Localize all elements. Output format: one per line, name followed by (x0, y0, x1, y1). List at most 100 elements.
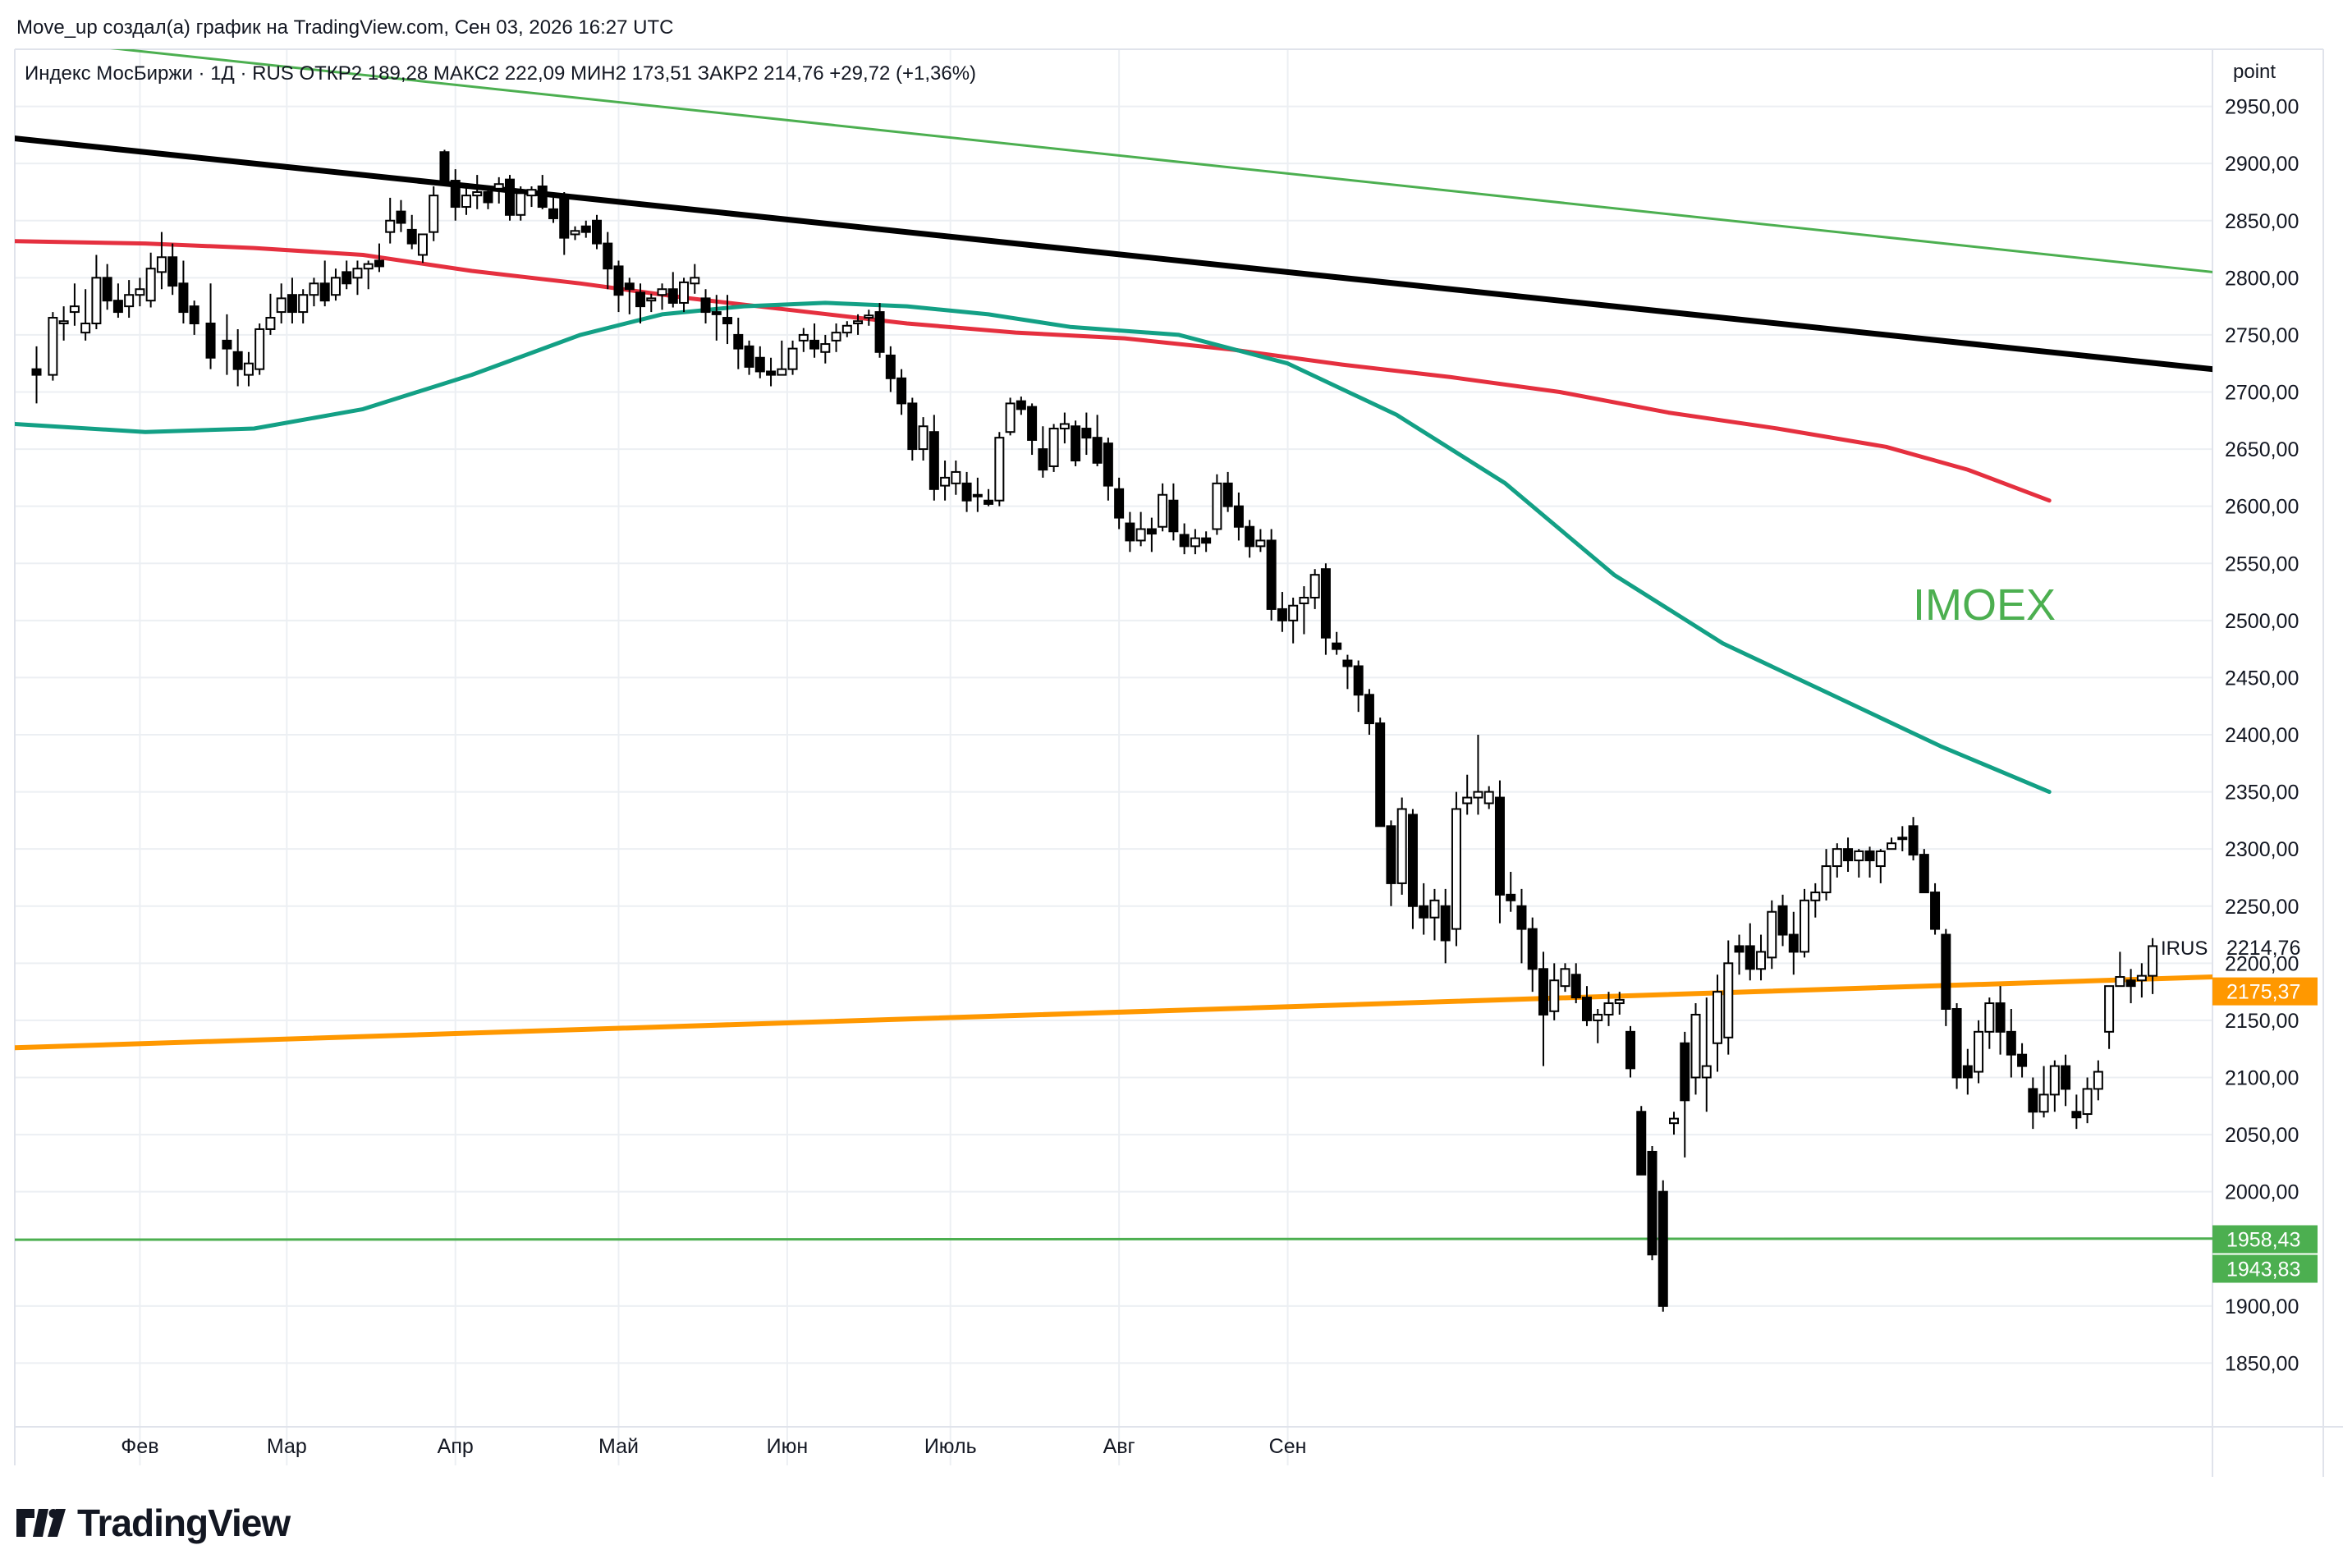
candle (1854, 849, 1864, 878)
candle-body-down (1375, 722, 1386, 828)
candle (1908, 817, 1919, 861)
candle (1810, 883, 1821, 918)
candle (1800, 888, 1810, 958)
y-tick-label: 2450,00 (2225, 667, 2299, 690)
candle-body-up (1690, 1013, 1701, 1079)
candle (1875, 849, 1886, 883)
candle-body-down (961, 482, 972, 502)
candle (1396, 797, 1407, 895)
tradingview-logo[interactable]: TradingView (16, 1498, 291, 1547)
candle (1647, 1146, 1658, 1261)
candle (874, 302, 885, 358)
candle-body-down (1266, 539, 1277, 610)
price-axis-label: 2175,37 (2212, 977, 2318, 1006)
candle (1320, 563, 1331, 655)
price-axis-label-bg (2212, 1225, 2318, 1254)
candle (265, 293, 276, 335)
y-tick-label: 2250,00 (2225, 896, 2299, 919)
y-tick-label: 2200,00 (2225, 952, 2299, 975)
candle (1516, 888, 1527, 964)
candle (124, 280, 135, 319)
candle-body-up (135, 288, 145, 296)
candle (1777, 894, 1788, 947)
candle (700, 289, 711, 323)
candle (798, 328, 809, 352)
candle (820, 334, 831, 364)
candle (1767, 900, 1777, 970)
ma-long-line (15, 239, 2052, 503)
candle-body-up (918, 425, 928, 451)
candle (1864, 846, 1875, 878)
candle-body-down (31, 368, 42, 376)
candle (1494, 780, 1505, 924)
candle (1713, 974, 1723, 1072)
candle-body-down (1494, 796, 1505, 896)
grid-lines (15, 49, 2212, 1465)
candle-body-down (603, 242, 613, 270)
candle-body-down (1570, 974, 1581, 999)
y-tick-label: 2650,00 (2225, 438, 2299, 461)
candle (548, 197, 558, 223)
candle-body-down (537, 186, 548, 209)
candle (2049, 1060, 2060, 1112)
candle-body-down (896, 377, 907, 405)
x-tick-label: Авг (1103, 1435, 1135, 1458)
y-tick-label: 2350,00 (2225, 782, 2299, 805)
candle-body-up (265, 317, 276, 330)
candle-body-up (1887, 842, 1897, 850)
candle (1114, 477, 1125, 530)
candle (646, 293, 657, 313)
candle-body-down (1419, 905, 1429, 919)
candle-body-up (309, 282, 319, 296)
candle-body-down (1995, 1002, 2006, 1033)
scale-mode-button[interactable]: point (2233, 61, 2276, 83)
candle (1451, 791, 1461, 947)
candle-body-up (1603, 1002, 1614, 1016)
candle (994, 432, 1005, 507)
candle (352, 260, 363, 296)
candle-body-down (1245, 525, 1255, 548)
candle (831, 323, 841, 352)
candle (1538, 951, 1548, 1066)
candle (809, 323, 820, 358)
candle (722, 295, 733, 345)
candle-body-up (124, 294, 135, 308)
candle (711, 295, 722, 341)
candle (1745, 923, 1755, 981)
candle-body-up (1451, 808, 1461, 930)
y-tick-label: 2000,00 (2225, 1181, 2299, 1204)
candle-body-up (69, 305, 80, 314)
candle (1897, 826, 1908, 851)
y-tick-label: 2700,00 (2225, 382, 2299, 405)
candle (1092, 415, 1103, 466)
y-tick-label: 2800,00 (2225, 267, 2299, 290)
candle-body-down (439, 151, 450, 186)
candle (374, 243, 384, 273)
candle (189, 300, 199, 335)
candle (1821, 849, 1832, 901)
candle (1919, 849, 1929, 894)
candle-body-down (2006, 1030, 2016, 1056)
candle (1636, 1106, 1647, 1176)
candle-body-down (2071, 1111, 2082, 1119)
candle-body-up (679, 281, 690, 304)
candle (1593, 1009, 1603, 1043)
candle (1309, 569, 1320, 609)
candle-body-up (2148, 945, 2158, 977)
candle-body-up (2038, 1093, 2049, 1113)
candle-body-down (2017, 1053, 2028, 1067)
candle (984, 488, 994, 507)
candle-body-down (613, 265, 624, 296)
candle (918, 417, 928, 461)
candle-body-up (1669, 1117, 1680, 1125)
candle-body-down (1843, 848, 1854, 862)
price-axis-label: 1943,83 (2212, 1254, 2318, 1283)
candle-body-down (1386, 825, 1396, 884)
candle-body-up (1560, 968, 1570, 988)
candle-body-down (667, 288, 678, 304)
candle-body-down (1625, 1030, 1635, 1070)
candle (841, 321, 852, 337)
candle (1962, 1048, 1973, 1095)
candle (1473, 735, 1483, 815)
